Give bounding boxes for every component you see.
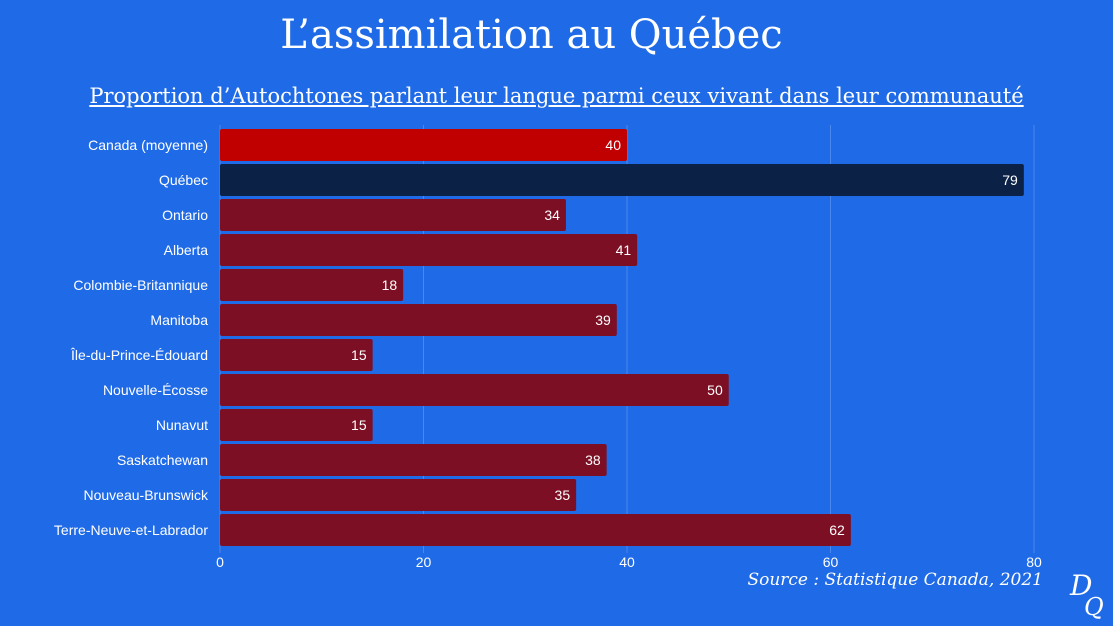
bar bbox=[220, 269, 404, 301]
category-label: Nunavut bbox=[156, 417, 208, 433]
source-note: Source : Statistique Canada, 2021 bbox=[747, 570, 1043, 590]
category-label: Manitoba bbox=[150, 312, 208, 328]
dq-monogram-icon: D Q bbox=[1069, 569, 1104, 621]
category-label: Nouveau-Brunswick bbox=[84, 487, 209, 503]
bar bbox=[220, 164, 1024, 196]
bar-value-label: 41 bbox=[616, 242, 632, 258]
x-tick-label: 40 bbox=[619, 554, 635, 570]
category-label: Terre-Neuve-et-Labrador bbox=[54, 522, 208, 538]
bar-value-label: 39 bbox=[595, 312, 611, 328]
bar bbox=[220, 304, 617, 336]
category-label: Ontario bbox=[162, 207, 208, 223]
category-label: Saskatchewan bbox=[117, 452, 208, 468]
bar-value-label: 62 bbox=[829, 522, 845, 538]
bar-value-label: 18 bbox=[382, 277, 398, 293]
x-tick-label: 0 bbox=[216, 554, 224, 570]
x-tick-label: 20 bbox=[416, 554, 432, 570]
bar-value-label: 40 bbox=[605, 137, 621, 153]
bar bbox=[220, 479, 577, 511]
bar bbox=[220, 199, 566, 231]
bar-value-label: 34 bbox=[544, 207, 560, 223]
bar bbox=[220, 339, 373, 371]
bar-value-label: 79 bbox=[1002, 172, 1018, 188]
bar-value-label: 15 bbox=[351, 417, 367, 433]
x-axis-ticks: 0 20 40 60 80 bbox=[216, 554, 1042, 570]
bar bbox=[220, 514, 851, 546]
svg-text:Q: Q bbox=[1084, 593, 1104, 621]
bar bbox=[220, 234, 638, 266]
bar bbox=[220, 409, 373, 441]
category-labels: Canada (moyenne) Québec Ontario Alberta Colo… bbox=[54, 137, 209, 538]
bar-value-label: 35 bbox=[555, 487, 571, 503]
svg-text:D: D bbox=[1069, 569, 1092, 602]
chart-title: L’assimilation au Québec bbox=[280, 12, 783, 58]
chart-subtitle: Proportion d’Autochtones parlant leur la… bbox=[89, 84, 1024, 108]
bar bbox=[220, 374, 729, 406]
bar-value-label: 50 bbox=[707, 382, 723, 398]
category-label: Colombie-Britannique bbox=[73, 277, 208, 293]
bar bbox=[220, 129, 627, 161]
bar bbox=[220, 444, 607, 476]
bars: 40 79 34 41 18 39 15 50 15 38 35 62 bbox=[220, 129, 1024, 546]
bar-value-label: 15 bbox=[351, 347, 367, 363]
category-label: Canada (moyenne) bbox=[88, 137, 208, 153]
category-label: Nouvelle-Écosse bbox=[103, 382, 208, 398]
category-label: Alberta bbox=[164, 242, 209, 258]
x-tick-label: 60 bbox=[823, 554, 839, 570]
x-tick-label: 80 bbox=[1026, 554, 1042, 570]
bar-value-label: 38 bbox=[585, 452, 601, 468]
category-label: Île-du-Prince-Édouard bbox=[70, 347, 208, 363]
category-label: Québec bbox=[159, 172, 208, 188]
